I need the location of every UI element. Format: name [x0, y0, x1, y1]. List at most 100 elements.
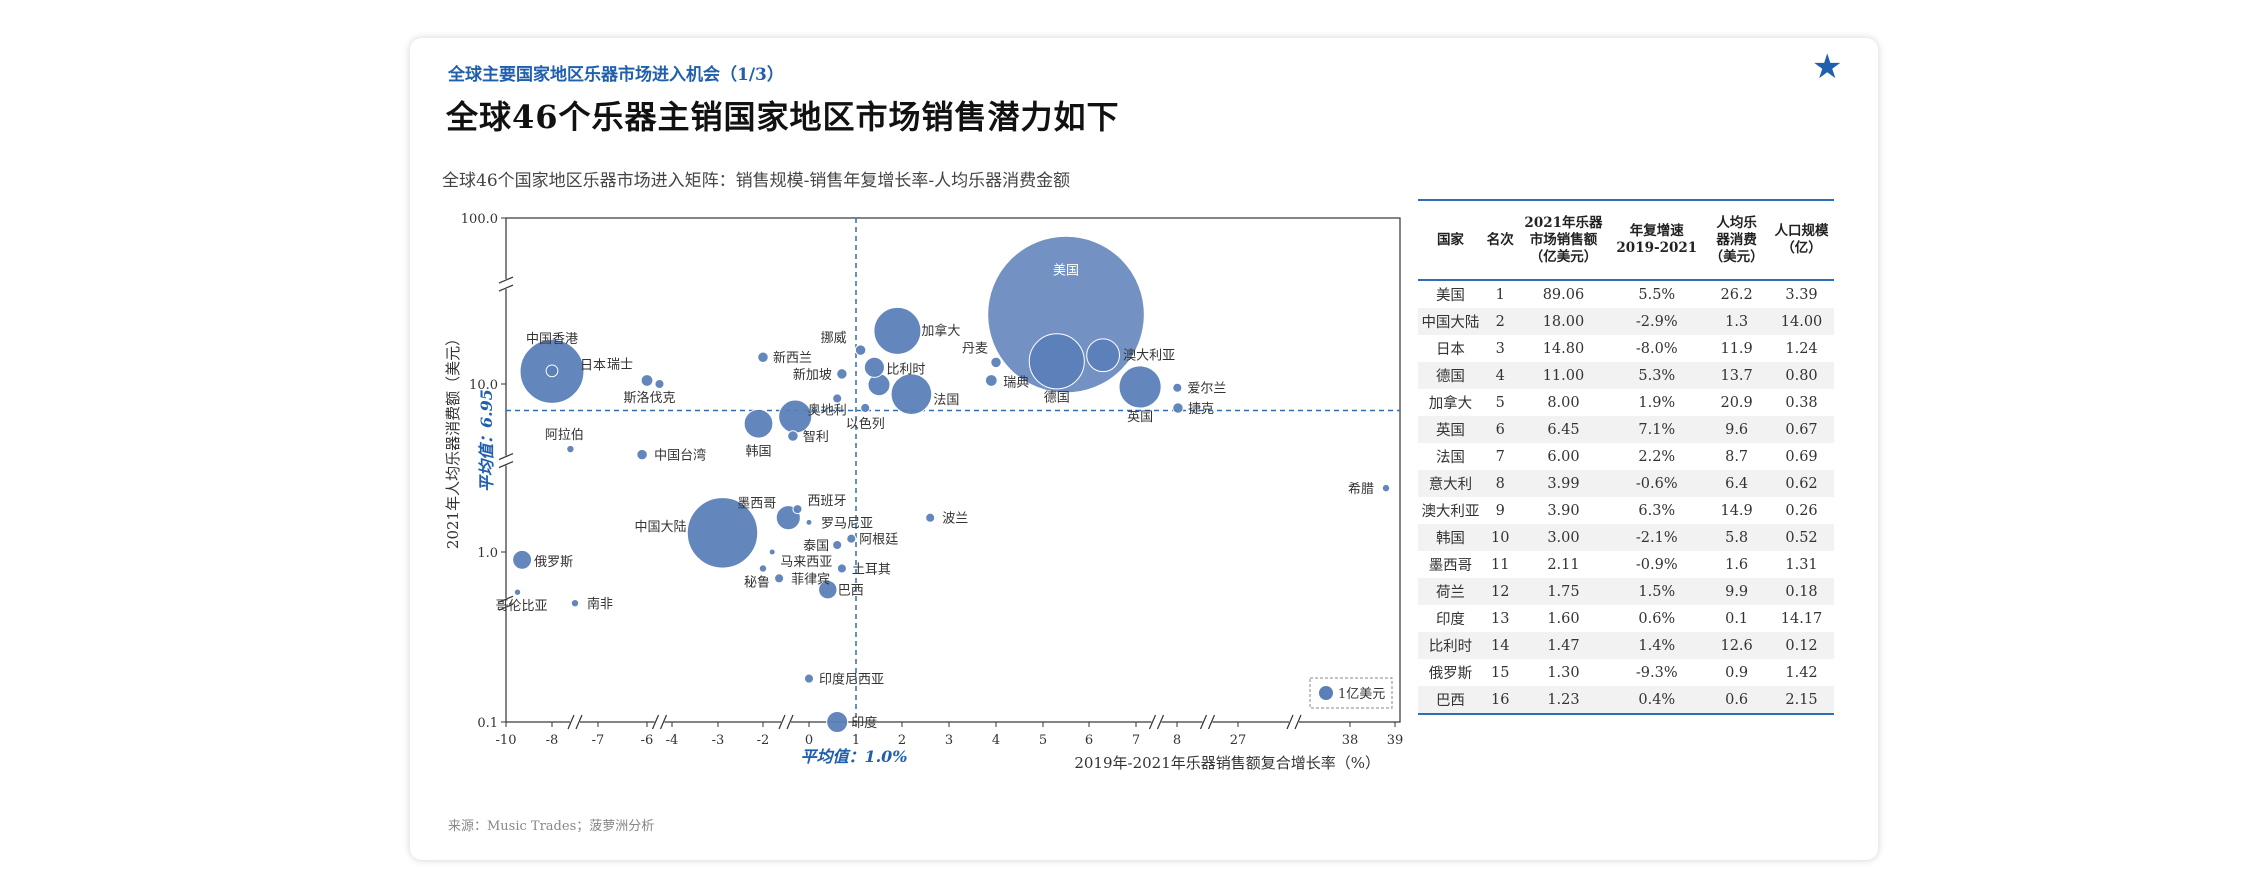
table-row: 美国 1 89.06 5.5% 26.2 3.39 — [1418, 280, 1834, 308]
data-point — [774, 573, 785, 584]
table-cell: 8.7 — [1725, 448, 1749, 465]
table-cell: 11.9 — [1720, 340, 1753, 357]
data-point — [743, 408, 774, 439]
table-row: 加拿大 5 8.00 1.9% 20.9 0.38 — [1418, 389, 1834, 416]
x-tick-label: -8 — [546, 733, 559, 748]
ranking-table: 国家 名次 2021年乐器 市场销售额 （亿美元） 年复增速 2019-2021 人均乐 器消费… — [1418, 199, 1834, 715]
table-cell: 2.2% — [1638, 448, 1676, 465]
y-tick-label: 10.0 — [469, 378, 498, 393]
x-tick-label: 6 — [1085, 733, 1093, 748]
table-cell: 6.45 — [1517, 416, 1610, 443]
data-point — [636, 448, 648, 461]
data-label: 瑞士 — [607, 357, 633, 372]
table-cell: 0.4% — [1609, 686, 1705, 715]
star-icon[interactable]: ★ — [1812, 47, 1843, 87]
data-label: 中国香港 — [526, 332, 578, 347]
data-label: 丹麦 — [962, 341, 988, 356]
table-cell: 0.6% — [1638, 610, 1676, 627]
x-tick-label: 4 — [992, 733, 1000, 748]
data-label: 日本 — [580, 358, 606, 373]
x-tick-label: -2 — [757, 733, 770, 748]
table-row: 法国 7 6.00 2.2% 8.7 0.69 — [1418, 443, 1834, 470]
x-break-mark — [1156, 714, 1165, 730]
table-cell: 9.9 — [1704, 578, 1770, 605]
table-cell: 4 — [1482, 362, 1518, 389]
table-cell: -2.1% — [1609, 524, 1705, 551]
y-tick-label: 0.1 — [477, 716, 498, 731]
data-label: 泰国 — [803, 539, 829, 554]
x-tick-label: 27 — [1230, 733, 1247, 748]
table-cell: 1.6 — [1725, 556, 1749, 573]
table-cell: -2.9% — [1609, 308, 1705, 335]
table-cell: 6.3% — [1638, 502, 1676, 519]
table-cell: 1.9% — [1638, 394, 1676, 411]
data-label: 奥地利 — [808, 403, 847, 418]
table-cell: 14.9 — [1720, 502, 1753, 519]
x-break-mark — [1286, 714, 1294, 730]
table-cell: 1.24 — [1785, 340, 1818, 357]
data-point — [873, 306, 922, 355]
table-cell: 8 — [1482, 470, 1518, 497]
table-cell: 15 — [1490, 664, 1510, 681]
data-point — [545, 364, 559, 378]
data-label: 德国 — [1044, 390, 1070, 405]
table-cell: 10 — [1482, 524, 1518, 551]
data-point — [792, 504, 803, 515]
table-cell: 12.6 — [1704, 632, 1770, 659]
table-cell: 加拿大 — [1428, 396, 1473, 412]
table-cell: 8.00 — [1547, 394, 1580, 411]
data-point — [570, 598, 580, 608]
table-cell: 16 — [1482, 686, 1518, 715]
x-tick-label: -4 — [666, 733, 679, 748]
data-point — [757, 351, 769, 363]
data-point — [686, 497, 759, 569]
x-tick-label: 3 — [945, 733, 953, 748]
table-header-cell: 名次 — [1482, 199, 1518, 281]
y-break-mask — [500, 598, 512, 609]
data-point — [512, 549, 533, 570]
table-cell: 3.99 — [1517, 470, 1610, 497]
legend-label: 1亿美元 — [1338, 687, 1385, 702]
y-break-mark — [498, 276, 514, 284]
table-cell: 1.3 — [1704, 308, 1770, 335]
table-row: 意大利 8 3.99 -0.6% 6.4 0.62 — [1418, 470, 1834, 497]
data-label: 俄罗斯 — [534, 555, 573, 570]
data-label: 墨西哥 — [737, 497, 776, 512]
table-cell: 20.9 — [1720, 394, 1753, 411]
x-break-mask — [1202, 716, 1213, 728]
table-cell: 0.52 — [1769, 524, 1834, 551]
data-point — [826, 711, 849, 733]
data-label: 西班牙 — [808, 494, 847, 509]
x-break-mask — [781, 716, 791, 728]
x-axis-title: 2019年-2021年乐器销售额复合增长率（%） — [1074, 754, 1380, 772]
table-cell: 7 — [1495, 448, 1505, 465]
x-break-mask — [654, 716, 665, 728]
legend-marker — [1319, 686, 1333, 700]
table-cell: 13.7 — [1704, 362, 1770, 389]
y-break-mark — [498, 453, 514, 461]
data-label: 哥伦比亚 — [495, 599, 547, 614]
x-break-mask — [570, 716, 580, 728]
data-point — [758, 564, 768, 573]
table-cell: 0.67 — [1769, 416, 1834, 443]
data-point — [513, 588, 522, 596]
table-header-cell: 2021年乐器 市场销售额 （亿美元） — [1517, 199, 1610, 281]
table-cell: 1.5% — [1609, 578, 1705, 605]
x-tick-label: 1 — [852, 733, 860, 748]
table-cell: 26.2 — [1720, 286, 1753, 303]
table-cell: 1.60 — [1547, 610, 1580, 627]
table-row: 英国 6 6.45 7.1% 9.6 0.67 — [1418, 416, 1834, 443]
data-label: 印度 — [851, 715, 877, 731]
ref-y-label: 平均值：6.95 — [477, 389, 496, 492]
table-cell: 1.4% — [1609, 632, 1705, 659]
table-cell: 德国 — [1418, 362, 1483, 389]
table-cell: 1.47 — [1517, 632, 1610, 659]
x-break-mask — [1289, 716, 1299, 728]
x-break-mark — [567, 714, 575, 730]
x-tick-label: 38 — [1342, 733, 1359, 748]
ref-x-label: 平均值：1.0% — [800, 747, 907, 766]
table-cell: 澳大利亚 — [1421, 504, 1480, 520]
table-cell: 6.4 — [1704, 470, 1770, 497]
table-row: 中国大陆 2 18.00 -2.9% 1.3 14.00 — [1418, 308, 1834, 335]
data-point — [1381, 483, 1391, 493]
